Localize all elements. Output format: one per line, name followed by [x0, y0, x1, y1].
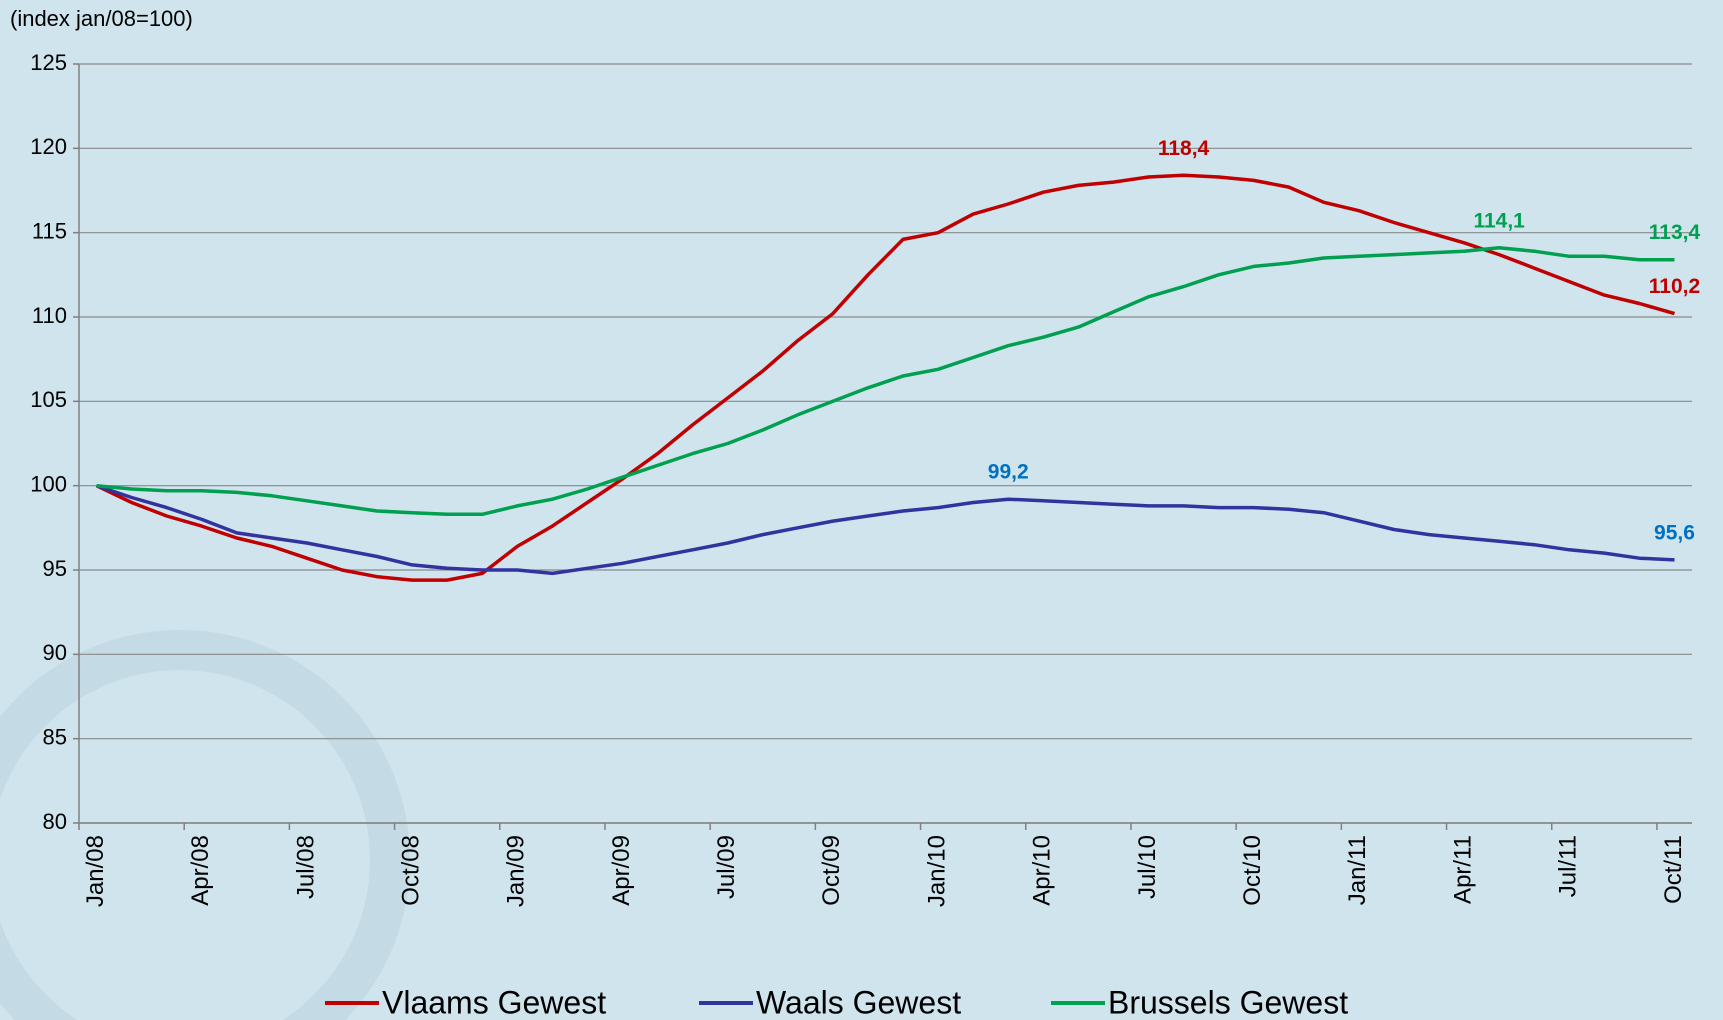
x-tick-label: Apr/08: [187, 835, 214, 906]
data-label: 110,2: [1649, 275, 1700, 298]
x-tick-label: Apr/09: [608, 835, 635, 906]
x-tick-label: Jan/09: [503, 835, 530, 907]
x-tick-label: Jan/10: [923, 835, 950, 907]
data-label: 95,6: [1654, 521, 1695, 544]
legend-label: Waals Gewest: [756, 984, 961, 1020]
x-tick-label: Oct/10: [1239, 835, 1266, 906]
data-label: 118,4: [1158, 137, 1210, 160]
x-tick-label: Oct/11: [1660, 835, 1687, 904]
x-tick-label: Jan/11: [1344, 835, 1371, 905]
data-label: 114,1: [1473, 209, 1525, 232]
y-axis-label: (index jan/08=100): [10, 6, 193, 31]
y-tick-label: 110: [32, 303, 67, 328]
x-tick-label: Oct/09: [818, 835, 845, 906]
x-tick-label: Apr/10: [1029, 835, 1056, 906]
series-line: [95, 484, 1675, 576]
x-tick-label: Oct/08: [397, 835, 424, 906]
y-tick-label: 105: [30, 387, 67, 412]
y-tick-label: 95: [43, 556, 67, 581]
data-label: 113,4: [1649, 221, 1701, 244]
x-tick-label: Apr/11: [1449, 835, 1476, 904]
x-tick-label: Jul/09: [713, 835, 740, 899]
y-tick-label: 90: [43, 640, 67, 665]
y-tick-label: 80: [43, 809, 67, 834]
y-tick-label: 100: [30, 471, 67, 496]
legend-label: Vlaams Gewest: [382, 984, 606, 1020]
x-tick-label: Jul/11: [1555, 835, 1582, 897]
x-tick-label: Jul/10: [1134, 835, 1161, 899]
y-tick-label: 125: [30, 50, 67, 75]
y-tick-label: 115: [32, 218, 67, 243]
series-line: [95, 173, 1675, 582]
x-tick-label: Jul/08: [292, 835, 319, 899]
y-tick-label: 120: [30, 134, 67, 159]
data-label: 99,2: [988, 461, 1029, 484]
series-line: [96, 246, 1675, 517]
x-tick-label: Jan/08: [82, 835, 109, 907]
legend-label: Brussels Gewest: [1108, 984, 1348, 1020]
y-tick-label: 85: [43, 724, 67, 749]
watermark: [0, 630, 410, 1020]
